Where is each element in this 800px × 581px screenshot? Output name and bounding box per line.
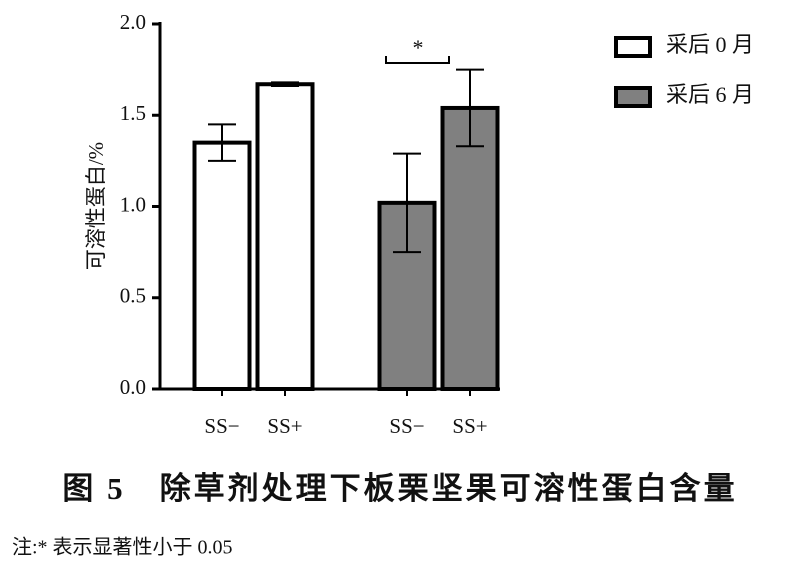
error-bar [393, 152, 421, 254]
x-tick-label: SS+ [267, 414, 302, 438]
y-tick-label: 1.5 [120, 101, 146, 125]
legend-swatch [614, 86, 652, 108]
bar [255, 82, 315, 391]
note: 注:* 表示显著性小于 0.05 [12, 536, 233, 559]
y-tick-label: 0.0 [120, 375, 146, 399]
error-bar [271, 81, 299, 88]
y-tick-label: 2.0 [120, 10, 146, 34]
x-tick-label: SS− [204, 414, 239, 438]
annotation: * [413, 35, 424, 60]
error-bar [456, 68, 484, 148]
error-bar [208, 123, 236, 162]
caption: 图 5 除草剂处理下板栗坚果可溶性蛋白含量 [62, 471, 737, 506]
legend-swatch [614, 36, 652, 58]
y-axis-label: 可溶性蛋白/% [84, 142, 108, 270]
y-tick-label: 1.0 [120, 192, 146, 216]
legend-label: 采后 6 月 [666, 82, 754, 107]
x-tick-label: SS+ [452, 414, 487, 438]
legend-label: 采后 0 月 [666, 32, 754, 57]
y-tick-label: 0.5 [120, 284, 146, 308]
x-tick-label: SS− [389, 414, 424, 438]
significance-bracket [385, 56, 450, 64]
bar [192, 140, 252, 391]
bar [440, 105, 500, 391]
